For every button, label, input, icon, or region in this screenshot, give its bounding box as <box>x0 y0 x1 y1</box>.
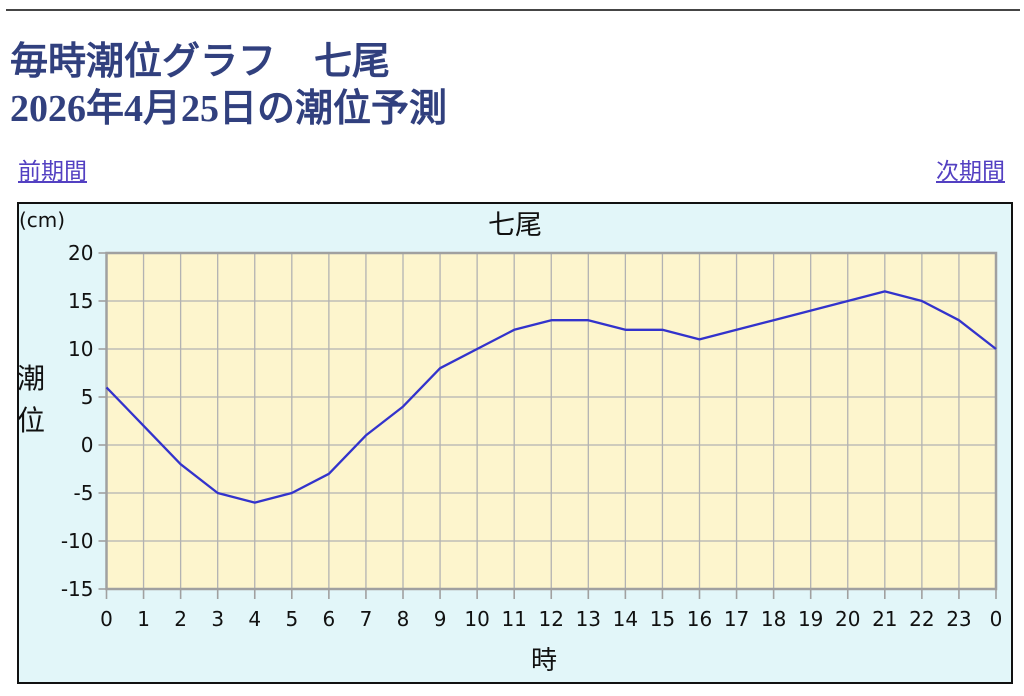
next-period-link[interactable]: 次期間 <box>936 159 1005 184</box>
x-tick-label: 21 <box>872 607 897 631</box>
x-tick-label: 1 <box>137 607 150 631</box>
tide-line <box>105 290 997 504</box>
x-tick-label: 23 <box>946 607 971 631</box>
x-tick-label: 17 <box>724 607 749 631</box>
x-tick-label: 22 <box>909 607 934 631</box>
page-title-line2: 2026年4月25日の潮位予測 <box>10 88 448 130</box>
x-tick-label: 16 <box>687 607 712 631</box>
x-tick-label: 2 <box>174 607 187 631</box>
chart-title: 七尾 <box>488 210 542 241</box>
y-tick-label: 20 <box>68 241 93 265</box>
tide-chart: 20 15 10 5 0 -5 -10 -15 0 1 2 3 4 5 6 7 8 9 10 11 12 13 14 15 16… <box>17 202 1013 684</box>
x-tick-label: 11 <box>501 607 526 631</box>
unit-label: (cm) <box>19 208 65 232</box>
x-tick-label: 13 <box>576 607 601 631</box>
x-tick-label: 15 <box>650 607 675 631</box>
y-tick-label: -5 <box>74 481 94 505</box>
x-axis-label: 時 <box>531 646 557 676</box>
x-tick-label: 4 <box>248 607 261 631</box>
page-title-line1: 毎時潮位グラフ 七尾 <box>10 41 391 83</box>
y-tick-label: -15 <box>61 577 94 601</box>
x-tick-label: 18 <box>761 607 786 631</box>
page-title: 毎時潮位グラフ 七尾 2026年4月25日の潮位予測 <box>10 39 447 133</box>
x-tick-label: 14 <box>613 607 638 631</box>
x-tick-label: 8 <box>397 607 410 631</box>
y-tick-label: 0 <box>81 433 94 457</box>
period-links: 前期間 次期間 <box>0 152 1024 184</box>
x-tick-label: 10 <box>464 607 489 631</box>
y-axis-label: 潮位 <box>17 362 45 437</box>
x-tick-label: 12 <box>539 607 564 631</box>
y-tick-label: 15 <box>68 289 93 313</box>
x-tick-label: 5 <box>285 607 298 631</box>
top-divider <box>6 9 1020 11</box>
x-tick-label: 7 <box>360 607 373 631</box>
prev-period-link[interactable]: 前期間 <box>18 159 87 184</box>
x-tick-label: 19 <box>798 607 823 631</box>
y-tick-label: 5 <box>81 385 94 409</box>
x-tick-label: 9 <box>434 607 447 631</box>
x-tick-label: 6 <box>323 607 336 631</box>
y-tick-label: 10 <box>68 337 93 361</box>
x-tick-label: 0 <box>990 607 1003 631</box>
x-tick-label: 0 <box>100 607 113 631</box>
x-tick-label: 3 <box>211 607 224 631</box>
x-tick-label: 20 <box>835 607 860 631</box>
y-tick-label: -10 <box>61 529 94 553</box>
